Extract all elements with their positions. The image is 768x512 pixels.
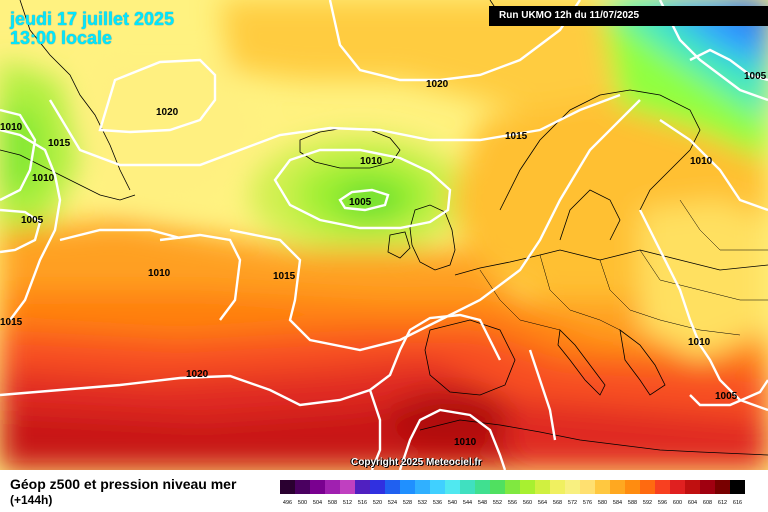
color-scale-swatch: [505, 480, 520, 494]
color-scale-bar: [280, 480, 745, 494]
color-scale-swatch: [520, 480, 535, 494]
color-scale-label: 576: [582, 500, 593, 506]
color-scale-label: 516: [357, 500, 368, 506]
color-scale-swatch: [310, 480, 325, 494]
isobars: [0, 0, 768, 470]
color-scale-label: 496: [282, 500, 293, 506]
isobar-label: 1010: [360, 156, 383, 167]
color-scale-swatch: [325, 480, 340, 494]
isobar-label: 1015: [505, 131, 528, 142]
color-scale-swatch: [490, 480, 505, 494]
forecast-datetime: jeudi 17 juillet 2025 13:00 locale: [10, 10, 174, 48]
color-scale-label: 560: [522, 500, 533, 506]
color-scale-label: 500: [297, 500, 308, 506]
color-scale-swatch: [595, 480, 610, 494]
legend-footer: Géop z500 et pression niveau mer (+144h)…: [0, 470, 768, 512]
color-scale-swatch: [475, 480, 490, 494]
color-scale-label: 568: [552, 500, 563, 506]
color-scale-swatch: [295, 480, 310, 494]
color-scale-label: 612: [717, 500, 728, 506]
color-scale-label: 588: [627, 500, 638, 506]
color-scale-labels: 496 500 504 508 512 516 520 524 528 532 536 540 544 5…: [280, 500, 745, 506]
color-scale-label: 608: [702, 500, 713, 506]
color-scale-swatch: [580, 480, 595, 494]
color-scale-label: 508: [327, 500, 338, 506]
isobar-label: 1020: [426, 79, 449, 90]
isobar-label: 1005: [349, 197, 372, 208]
isobar-label: 1020: [186, 369, 209, 380]
isobar-label: 1010: [32, 173, 55, 184]
color-scale-swatch: [550, 480, 565, 494]
color-scale-label: 504: [312, 500, 323, 506]
color-scale-swatch: [715, 480, 730, 494]
isobar-label: 1005: [744, 71, 767, 82]
isobar-label: 1015: [0, 317, 23, 328]
color-scale-swatch: [535, 480, 550, 494]
isobar-label: 1010: [454, 437, 477, 448]
isobar-label: 1015: [48, 138, 71, 149]
color-scale-label: 580: [597, 500, 608, 506]
isobar-label: 1010: [690, 156, 713, 167]
color-scale-swatch: [655, 480, 670, 494]
color-scale-label: 548: [477, 500, 488, 506]
forecast-time: 13:00 locale: [10, 28, 113, 48]
color-scale-label: 524: [387, 500, 398, 506]
color-scale-swatch: [445, 480, 460, 494]
color-scale-swatch: [685, 480, 700, 494]
color-scale-swatch: [640, 480, 655, 494]
color-scale-label: 572: [567, 500, 578, 506]
color-scale-label: 592: [642, 500, 653, 506]
isobar-label: 1005: [21, 215, 44, 226]
color-scale-swatch: [565, 480, 580, 494]
copyright-notice: Copyright 2025 Meteociel.fr: [351, 457, 482, 468]
color-scale-swatch: [460, 480, 475, 494]
color-scale-label: 544: [462, 500, 473, 506]
color-scale-swatch: [280, 480, 295, 494]
color-scale-swatch: [400, 480, 415, 494]
color-scale-label: 616: [732, 500, 743, 506]
color-scale-swatch: [610, 480, 625, 494]
map-title: Géop z500 et pression niveau mer: [10, 476, 237, 492]
forecast-date: jeudi 17 juillet 2025: [10, 9, 175, 29]
color-scale-swatch: [430, 480, 445, 494]
color-scale-label: 552: [492, 500, 503, 506]
color-scale-label: 536: [432, 500, 443, 506]
weather-map: jeudi 17 juillet 2025 13:00 locale Run U…: [0, 0, 768, 470]
coastlines: [0, 0, 768, 456]
color-scale-label: 532: [417, 500, 428, 506]
color-scale-swatch: [370, 480, 385, 494]
color-scale-label: 540: [447, 500, 458, 506]
color-scale-label: 556: [507, 500, 518, 506]
color-scale-label: 596: [657, 500, 668, 506]
isobar-label: 1020: [156, 107, 179, 118]
color-scale-label: 604: [687, 500, 698, 506]
isobar-label: 1010: [688, 337, 711, 348]
color-scale-swatch: [355, 480, 370, 494]
isobar-label: 1015: [273, 271, 296, 282]
forecast-offset: (+144h): [10, 493, 53, 507]
color-scale-swatch: [730, 480, 745, 494]
geopotential-map-svg: [0, 0, 768, 470]
color-scale-swatch: [700, 480, 715, 494]
color-scale-label: 600: [672, 500, 683, 506]
color-scale-swatch: [625, 480, 640, 494]
isobar-label: 1010: [0, 122, 23, 133]
color-scale-label: 520: [372, 500, 383, 506]
color-scale-label: 564: [537, 500, 548, 506]
color-scale-swatch: [340, 480, 355, 494]
run-info-box: Run UKMO 12h du 11/07/2025: [489, 6, 768, 26]
color-scale-swatch: [385, 480, 400, 494]
color-scale-swatch: [415, 480, 430, 494]
color-scale-swatch: [670, 480, 685, 494]
isobar-label: 1010: [148, 268, 171, 279]
isobar-label: 1005: [715, 391, 738, 402]
color-scale-label: 512: [342, 500, 353, 506]
color-scale-label: 584: [612, 500, 623, 506]
color-scale-label: 528: [402, 500, 413, 506]
